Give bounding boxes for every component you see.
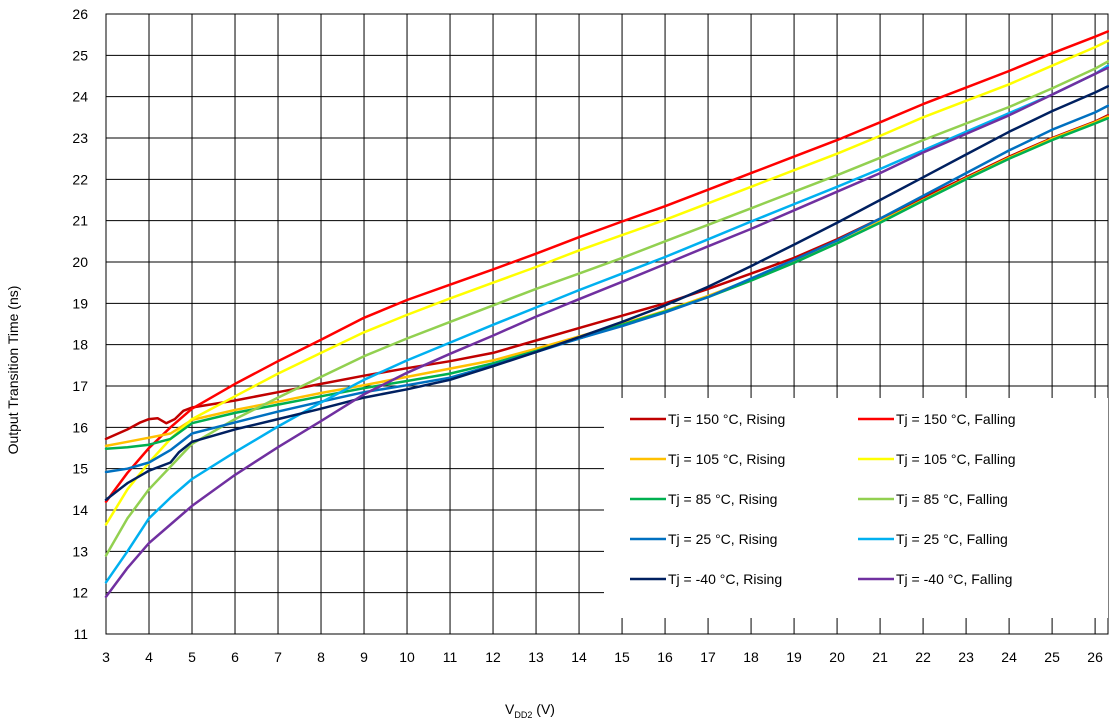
- x-tick-label: 14: [571, 649, 587, 665]
- y-tick-label: 19: [72, 295, 88, 311]
- y-tick-label: 16: [72, 419, 88, 435]
- x-tick-label: 9: [360, 649, 368, 665]
- y-tick-label: 14: [72, 502, 88, 518]
- x-tick-label: 6: [231, 649, 239, 665]
- tick-labels: 11 12 13 14 15 16 17 18 19 20 21 22 23 24 25 26 3 4 5 6 7 8 9 1…: [72, 6, 1103, 665]
- x-tick-label: 25: [1044, 649, 1060, 665]
- series-line: [104, 66, 1109, 599]
- x-tick-label: 3: [102, 649, 110, 665]
- x-axis-title-main: V: [505, 701, 515, 717]
- legend: Tj = 150 °C, Rising Tj = 150 °C, Falling T…: [604, 398, 1108, 618]
- x-tick-label: 10: [399, 649, 415, 665]
- series-line: [104, 114, 1109, 441]
- y-tick-label: 25: [72, 47, 88, 63]
- y-axis-title: Output Transition Time (ns): [5, 286, 21, 455]
- y-tick-label: 13: [72, 543, 88, 559]
- x-tick-label: 12: [485, 649, 501, 665]
- x-tick-label: 22: [915, 649, 931, 665]
- x-tick-label: 15: [614, 649, 630, 665]
- x-tick-label: 19: [786, 649, 802, 665]
- x-tick-label: 11: [443, 649, 458, 665]
- x-tick-label: 18: [743, 649, 759, 665]
- x-tick-label: 24: [1001, 649, 1017, 665]
- series-lines: [104, 30, 1109, 599]
- plot-border: [105, 13, 1109, 635]
- x-tick-label: 16: [657, 649, 673, 665]
- x-tick-label: 13: [528, 649, 544, 665]
- y-tick-label: 11: [73, 626, 88, 642]
- y-tick-label: 17: [72, 378, 88, 394]
- series-line: [104, 39, 1109, 526]
- y-tick-label: 15: [72, 461, 88, 477]
- legend-label: Tj = -40 °C, Falling: [896, 571, 1012, 587]
- y-tick-label: 24: [72, 89, 88, 105]
- legend-label: Tj = 85 °C, Rising: [668, 491, 777, 507]
- y-tick-label: 22: [72, 171, 88, 187]
- x-tick-label: 17: [700, 649, 716, 665]
- legend-label: Tj = 105 °C, Rising: [668, 451, 785, 467]
- x-tick-label: 23: [958, 649, 974, 665]
- x-tick-label: 21: [872, 649, 888, 665]
- legend-label: Tj = -40 °C, Rising: [668, 571, 782, 587]
- x-tick-label: 7: [274, 649, 282, 665]
- legend-label: Tj = 85 °C, Falling: [896, 491, 1008, 507]
- y-tick-label: 21: [72, 213, 88, 229]
- y-tick-label: 23: [72, 130, 88, 146]
- x-axis-title: VDD2 (V): [505, 701, 555, 720]
- series-line: [104, 64, 1109, 584]
- legend-label: Tj = 25 °C, Falling: [896, 531, 1008, 547]
- y-tick-label: 12: [72, 585, 88, 601]
- x-tick-label: 5: [188, 649, 196, 665]
- series-line: [104, 30, 1109, 503]
- series-line: [104, 85, 1109, 501]
- y-tick-label: 18: [72, 337, 88, 353]
- x-tick-label: 8: [317, 649, 325, 665]
- legend-label: Tj = 25 °C, Rising: [668, 531, 777, 547]
- x-tick-label: 26: [1087, 649, 1103, 665]
- legend-label: Tj = 150 °C, Falling: [896, 411, 1016, 427]
- y-tick-label: 26: [72, 6, 88, 22]
- legend-label: Tj = 150 °C, Rising: [668, 411, 785, 427]
- x-axis-title-unit: (V): [532, 701, 555, 717]
- legend-label: Tj = 105 °C, Falling: [896, 451, 1016, 467]
- x-axis-title-subscript: DD2: [514, 710, 532, 720]
- legend-box: [604, 398, 1108, 618]
- x-tick-label: 20: [829, 649, 845, 665]
- series-line: [104, 60, 1109, 557]
- x-tick-label: 4: [145, 649, 153, 665]
- y-tick-label: 20: [72, 254, 88, 270]
